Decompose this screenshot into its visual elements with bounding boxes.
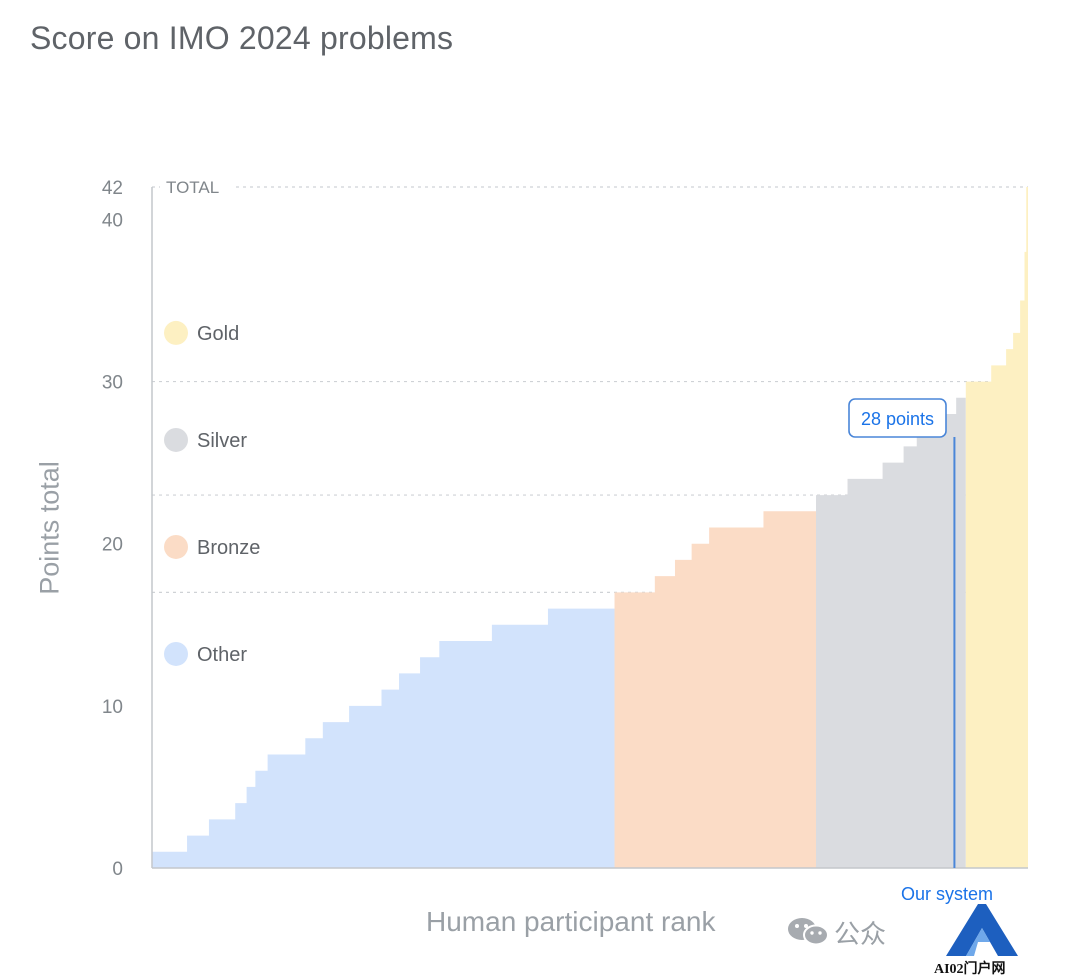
legend-swatch-bronze [164,534,188,559]
legend-label-other: Other [197,644,247,666]
series-silver [816,397,966,868]
ai02-logo-icon [946,904,1018,956]
total-label-bg [160,175,236,199]
chart-title: Score on IMO 2024 problems [30,20,454,56]
legend-swatch-silver [164,427,188,452]
wechat-icon [788,918,829,946]
annotation-box [848,398,947,438]
series-gold [965,187,1028,868]
legend-label-gold: Gold [197,323,239,345]
series-area [152,187,1028,868]
legend-label-bronze: Bronze [197,537,260,559]
y-tick-0: 0 [112,859,123,880]
watermark-text: 公众 [834,919,887,949]
axes: 0 10 20 30 40 42 TOTAL [102,175,1028,880]
y-tick-10: 10 [102,697,123,718]
y-tick-30: 30 [102,373,123,394]
y-tick-40: 40 [102,210,123,231]
annotation-label: 28 points [861,409,934,429]
annotation-layer: 28 points Our system [848,398,993,904]
x-axis-label: Human participant rank [426,906,716,937]
logo-text: AI02门户网 [934,962,1006,977]
legend: Gold Silver Bronze Other [164,320,260,666]
legend-label-silver: Silver [197,430,247,452]
y-tick-20: 20 [102,535,123,556]
y-tick-42: 42 [102,178,123,199]
legend-swatch-gold [164,320,188,345]
total-label: TOTAL [166,178,219,197]
series-bronze [614,511,817,868]
our-system-label: Our system [901,884,993,904]
series-other [152,608,615,868]
legend-swatch-other [164,641,188,666]
